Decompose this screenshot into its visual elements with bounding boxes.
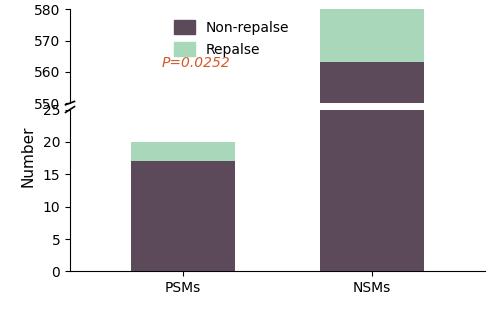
Legend: Non-repalse, Repalse: Non-repalse, Repalse xyxy=(168,14,295,62)
Text: P=0.0252: P=0.0252 xyxy=(162,56,230,71)
Text: Number: Number xyxy=(20,125,35,187)
Bar xyxy=(320,9,424,62)
Bar xyxy=(132,142,235,161)
Bar xyxy=(320,0,424,271)
Bar xyxy=(320,62,424,312)
Bar xyxy=(132,161,235,271)
